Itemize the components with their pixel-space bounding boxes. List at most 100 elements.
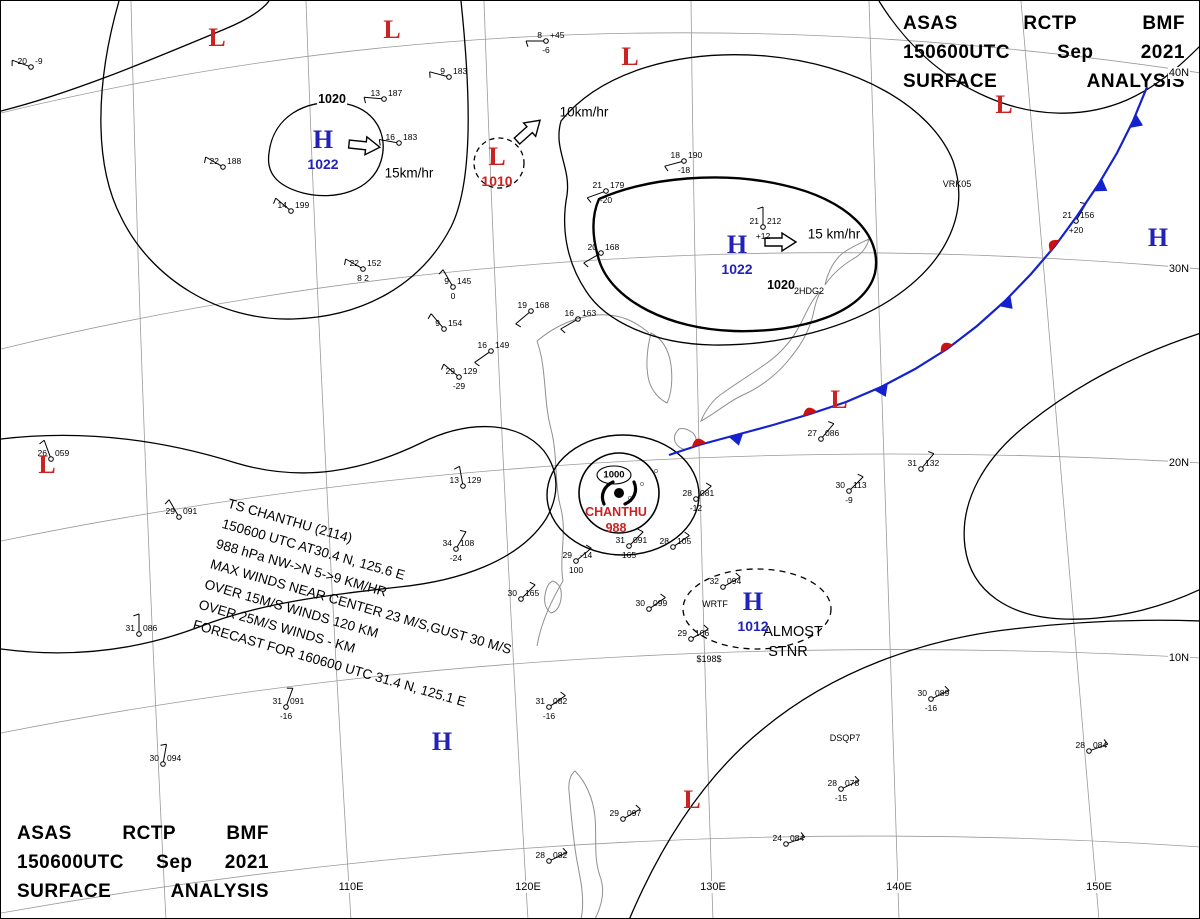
cold-front-triangle-icon: [728, 433, 744, 446]
wind-barb: [560, 319, 577, 330]
pressure-value: 1012: [737, 618, 769, 634]
wind-barb: [1090, 743, 1108, 751]
station-value: 28: [536, 850, 546, 860]
pressure-value: 1010: [481, 173, 513, 189]
station-value: -16: [925, 703, 938, 713]
wind-barb-tick: [586, 197, 592, 203]
station-value: +20: [1069, 225, 1084, 235]
wind-barb: [429, 71, 447, 77]
high-pressure-symbol: H 1022: [307, 125, 338, 172]
station-plot: 24 084: [773, 832, 806, 847]
station-plot: 9 183: [429, 66, 467, 80]
station-plot: 31 091 -16: [273, 687, 304, 721]
station-value: -9: [35, 56, 43, 66]
station-value: 8: [537, 30, 542, 40]
wind-barb: [43, 440, 51, 458]
latitude-gridline: [1, 835, 1199, 914]
station-value: 21: [1063, 210, 1073, 220]
wind-barb: [522, 584, 536, 598]
wind-barb-tick: [944, 685, 950, 691]
station-value: 183: [453, 66, 467, 76]
station-value: 094: [167, 753, 181, 763]
station-value: 30: [918, 688, 928, 698]
station-value: 31: [908, 458, 918, 468]
station-plot: 30 113-9: [836, 473, 867, 505]
isobar-typhoon-outer: [546, 434, 700, 556]
station-value: 31: [536, 696, 546, 706]
station-value: 086: [825, 428, 839, 438]
low-pressure-symbol: L: [830, 385, 847, 415]
wind-barb: [692, 628, 709, 639]
station-plot: 18 190 -18: [664, 150, 702, 175]
station-plot: 30 094: [150, 743, 181, 767]
low-pressure-symbol: L 1010: [481, 142, 512, 189]
station-value: 154: [448, 318, 462, 328]
station-value: 099: [653, 598, 667, 608]
station-plot: 20 -9: [11, 56, 43, 70]
longitude-label: 140E: [885, 881, 913, 893]
station-value: -16: [543, 711, 556, 721]
pressure-letter: H: [312, 125, 334, 154]
isobar-value-label: 1020: [766, 278, 796, 292]
warm-front-semicircle-icon: [940, 342, 954, 354]
station-plot: 16 149: [474, 340, 509, 367]
station-plot: 20 168: [583, 242, 619, 268]
station-value: 188: [227, 156, 241, 166]
storm-pressure-label: 988: [605, 521, 627, 535]
cold-front-triangle-icon: [999, 295, 1013, 309]
station-value: 16: [565, 308, 575, 318]
wind-barb: [674, 535, 690, 547]
station-value: 168: [535, 300, 549, 310]
station-id-label: 2HDG2: [793, 286, 825, 296]
coastline-honshu: [700, 290, 822, 423]
station-plot: 22 152 8 2: [344, 258, 381, 283]
wind-barb: [286, 688, 294, 706]
station-plot: 29 097: [610, 804, 641, 822]
warm-front-semicircle-icon: [802, 407, 818, 417]
wind-barb: [12, 59, 30, 67]
station-value: 089: [935, 688, 949, 698]
chart-title-line: 150600UTC Sep 2021: [17, 852, 269, 873]
longitude-gridline: [483, 1, 529, 918]
station-value: 9: [440, 66, 445, 76]
pressure-letter: L: [488, 142, 506, 171]
station-value: 091: [183, 506, 197, 516]
latitude-gridline: [1, 32, 1199, 114]
wind-barb-tick: [664, 165, 669, 172]
typhoon-center-dot: [614, 488, 624, 498]
isobar-line: [267, 101, 384, 197]
station-value: 163: [582, 308, 596, 318]
chart-title-bottom-left: ASAS RCTP BMF 150600UTC Sep 2021 SURFACE…: [17, 819, 269, 906]
station-value: 091: [633, 535, 647, 545]
station-plot: 31 082 -16: [536, 691, 567, 721]
station-value: 30: [836, 480, 846, 490]
station-plot: 31 086: [126, 613, 157, 637]
wind-barb-tick: [160, 743, 167, 746]
station-value: 183: [403, 132, 417, 142]
high-pressure-symbol: H: [1148, 223, 1168, 253]
longitude-gridline: [305, 1, 352, 918]
station-value: 30: [508, 588, 518, 598]
wind-barb-tick: [703, 624, 709, 630]
station-plot: 29 091: [164, 499, 197, 520]
wind-barb-tick: [705, 482, 712, 487]
wind-barb: [205, 156, 222, 167]
station-value: 29: [446, 366, 456, 376]
wind-barb: [442, 269, 453, 286]
station-value: 082: [553, 850, 567, 860]
station-plot: 28 081 -12: [683, 482, 714, 513]
coastline-island: [653, 468, 659, 474]
isobar-line: [1, 426, 557, 654]
station-value: 28: [828, 778, 838, 788]
station-value: 132: [925, 458, 939, 468]
motion-speed-label: 10km/hr: [559, 104, 609, 120]
station-value: 165: [622, 550, 636, 560]
station-value: 129: [463, 366, 477, 376]
station-value: 129: [467, 475, 481, 485]
chart-title-line: 150600UTC Sep 2021: [903, 42, 1185, 63]
cold-front-triangle-icon: [1129, 114, 1144, 128]
wind-barb-tick: [529, 581, 536, 586]
station-value: 29: [678, 628, 688, 638]
station-plot: 22 188: [204, 156, 241, 170]
station-value: 30: [150, 753, 160, 763]
